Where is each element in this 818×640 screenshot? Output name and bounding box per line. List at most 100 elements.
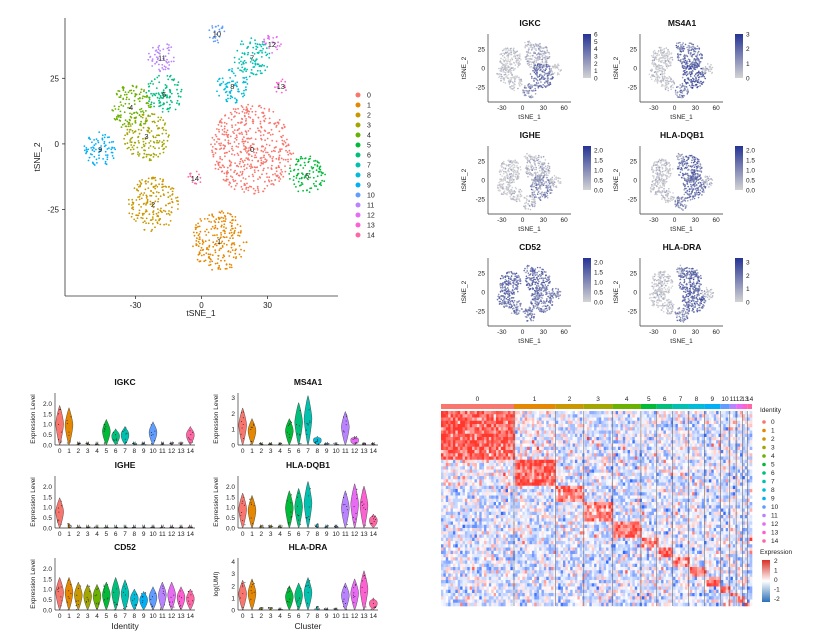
feature-plot-title: IGKC — [519, 18, 540, 28]
feature-plot-title: MS4A1 — [668, 18, 697, 28]
feature-plot-hla-dra: HLA-DRA -30 0 30 60 25 0 -25 tSNE_1 tSNE_2 0 1 2 3 — [613, 242, 750, 345]
violin-y-tick-label: 1.5 — [43, 411, 52, 418]
cluster-points-8 — [216, 68, 249, 104]
cluster-points-9 — [83, 131, 117, 166]
color-bar-tick-label: 5 — [594, 39, 598, 46]
tsne-x-tick-label: -30 — [130, 301, 142, 310]
violin-x-tick-label: 1 — [250, 613, 254, 620]
violin-x-tick-label: 2 — [260, 531, 264, 538]
violin-x-tick-label: 6 — [114, 448, 118, 455]
cluster-points-1 — [192, 210, 248, 271]
legend-label-1: 1 — [367, 103, 371, 110]
legend-swatch-2 — [355, 112, 361, 118]
feature-y-axis-label: tSNE_2 — [613, 280, 620, 303]
color-bar-tick-label: 1.5 — [594, 158, 603, 165]
violin-y-tick-label: 2.0 — [43, 484, 52, 491]
violin-x-tick-label: 5 — [288, 448, 292, 455]
violin-x-tick-label: 11 — [159, 613, 166, 620]
feature-plot-title: IGHE — [520, 130, 541, 140]
violin-x-tick-label: 1 — [250, 531, 254, 538]
violin-y-tick-label: 1.0 — [226, 505, 235, 512]
identity-legend-swatch-1 — [762, 428, 766, 433]
tsne-y-tick-label: -25 — [47, 205, 59, 214]
heatmap-column-bar-2 — [555, 404, 584, 409]
heatmap-column-label-11: 11 — [730, 396, 737, 403]
heatmap-column-label-10: 10 — [721, 396, 729, 403]
violin-y-tick-label: 3 — [231, 395, 235, 402]
legend-label-2: 2 — [367, 113, 371, 120]
feature-y-tick-label: 0 — [633, 178, 637, 185]
cluster-points-11 — [147, 43, 175, 73]
feature-plot-cd52: CD52 -30 0 30 60 25 0 -25 tSNE_1 tSNE_2 0.0 0.5 1.0 1… — [461, 242, 603, 345]
color-bar-tick-label: 1.0 — [594, 280, 603, 287]
identity-legend-label-6: 6 — [771, 470, 775, 477]
expression-tick-label: -1 — [774, 587, 780, 594]
cluster-points-10 — [208, 24, 226, 44]
violin-x-tick-label: 9 — [325, 448, 329, 455]
feature-points — [648, 41, 714, 99]
legend-swatch-8 — [355, 172, 361, 178]
color-bar-tick-label: 6 — [594, 32, 598, 39]
violin-shape-1 — [64, 576, 74, 611]
violin-x-tick-label: 2 — [77, 531, 81, 538]
violin-y-tick-label: 0 — [231, 608, 235, 615]
cluster-points-5 — [288, 155, 326, 194]
feature-plot-title: HLA-DQB1 — [660, 130, 704, 140]
feature-x-tick-label: 30 — [692, 217, 700, 224]
legend-label-7: 7 — [367, 163, 371, 170]
violin-shape-12 — [167, 581, 176, 611]
violin-y-tick-label: 0.5 — [43, 515, 52, 522]
violin-y-tick-label: 1 — [231, 595, 235, 602]
feature-color-bar — [583, 258, 591, 302]
identity-legend-swatch-6 — [762, 471, 766, 475]
legend-label-8: 8 — [367, 173, 371, 180]
violin-shape-5 — [285, 585, 294, 611]
heatmap-column-bar-13 — [742, 404, 748, 409]
violin-shape-14 — [369, 513, 378, 529]
feature-color-bar — [735, 146, 743, 190]
violin-plot-hla-dqb1: HLA-DQB1 0.0 0.5 1.0 1.5 2.0 Expression Level 0… — [213, 460, 378, 538]
feature-x-tick-label: 60 — [560, 329, 568, 336]
violin-shape-14 — [186, 425, 195, 446]
violin-x-tick-label: 5 — [105, 613, 109, 620]
violin-shape-12 — [350, 435, 359, 446]
violin-x-tick-label: 2 — [77, 613, 81, 620]
heatmap-column-bar-9 — [704, 404, 721, 409]
color-bar-tick-label: 4 — [594, 46, 598, 53]
feature-x-tick-label: 30 — [692, 105, 700, 112]
tsne-y-tick-label: 25 — [50, 74, 59, 83]
violin-x-tick-label: 12 — [168, 531, 176, 538]
feature-x-tick-label: 60 — [712, 329, 720, 336]
feature-x-tick-label: 0 — [521, 105, 525, 112]
color-bar-tick-label: 3 — [746, 260, 750, 267]
violin-shape-0 — [55, 404, 64, 446]
violin-shape-11 — [341, 490, 350, 529]
color-bar-tick-label: 0 — [746, 300, 750, 307]
violin-x-tick-label: 1 — [67, 613, 71, 620]
heatmap-column-label-4: 4 — [625, 396, 629, 403]
heatmap-column-bar-6 — [656, 404, 673, 409]
feature-x-tick-label: 60 — [560, 105, 568, 112]
legend-swatch-0 — [355, 92, 361, 98]
violin-y-tick-label: 1.0 — [43, 422, 52, 429]
legend-swatch-14 — [355, 232, 361, 238]
color-bar-tick-label: 0 — [746, 76, 750, 83]
violin-x-tick-label: 13 — [360, 531, 368, 538]
violin-x-tick-label: 12 — [168, 448, 176, 455]
heatmap-column-label-0: 0 — [476, 396, 480, 403]
identity-legend-swatch-10 — [762, 505, 766, 509]
tsne-y-tick-label: 0 — [55, 140, 60, 149]
violin-x-tick-label: 12 — [351, 448, 359, 455]
feature-x-tick-label: 0 — [673, 329, 677, 336]
feature-y-axis-label: tSNE_2 — [613, 168, 620, 191]
violin-shape-13 — [359, 570, 369, 611]
feature-plot-hla-dqb1: HLA-DQB1 -30 0 30 60 25 0 -25 tSNE_1 tSNE_2 0.0 0.5… — [613, 130, 755, 233]
violin-plot-title: MS4A1 — [294, 377, 323, 387]
feature-y-tick-label: -25 — [628, 196, 638, 203]
